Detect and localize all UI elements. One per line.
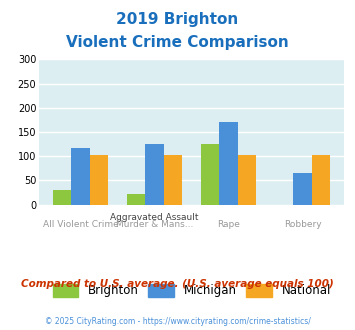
Text: Compared to U.S. average. (U.S. average equals 100): Compared to U.S. average. (U.S. average … <box>21 279 334 289</box>
Text: Violent Crime Comparison: Violent Crime Comparison <box>66 35 289 50</box>
Text: 2019 Brighton: 2019 Brighton <box>116 12 239 26</box>
Bar <box>164 155 182 205</box>
Bar <box>127 194 146 205</box>
Bar <box>71 148 90 205</box>
Bar <box>219 122 238 205</box>
Bar <box>53 190 71 205</box>
Legend: Brighton, Michigan, National: Brighton, Michigan, National <box>53 284 331 297</box>
Bar <box>90 155 108 205</box>
Bar <box>294 173 312 205</box>
Bar <box>312 155 331 205</box>
Bar <box>146 144 164 205</box>
Text: © 2025 CityRating.com - https://www.cityrating.com/crime-statistics/: © 2025 CityRating.com - https://www.city… <box>45 317 310 326</box>
Text: Aggravated Assault: Aggravated Assault <box>110 213 199 222</box>
Text: Rape: Rape <box>217 220 240 229</box>
Text: Robbery: Robbery <box>284 220 322 229</box>
Text: All Violent Crime: All Violent Crime <box>43 220 119 229</box>
Bar <box>201 144 219 205</box>
Bar <box>238 155 256 205</box>
Text: Murder & Mans...: Murder & Mans... <box>116 220 193 229</box>
